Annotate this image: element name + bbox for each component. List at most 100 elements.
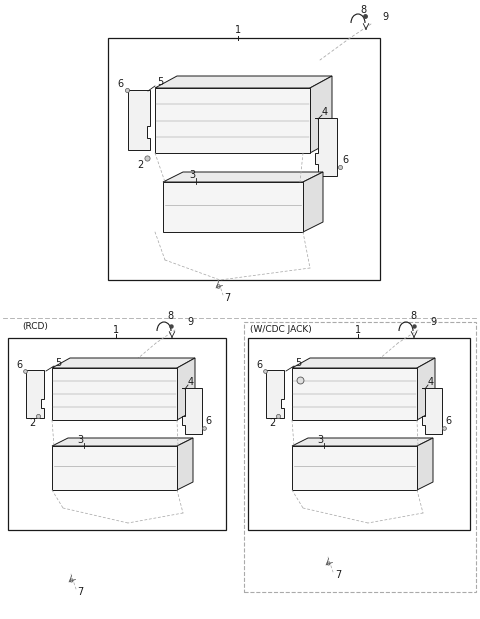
Bar	[148, 370, 153, 373]
Bar	[244, 322, 476, 592]
Polygon shape	[292, 368, 417, 420]
Text: (RCD): (RCD)	[22, 321, 48, 331]
Text: 1: 1	[355, 325, 361, 335]
Text: 3: 3	[77, 435, 83, 445]
Bar	[374, 370, 379, 373]
Text: 4: 4	[188, 377, 194, 387]
Polygon shape	[155, 76, 332, 88]
Bar	[374, 374, 379, 377]
Polygon shape	[182, 388, 202, 434]
Text: 9: 9	[382, 12, 388, 22]
Bar	[134, 374, 139, 377]
Text: 2: 2	[137, 160, 143, 170]
Bar	[381, 378, 386, 381]
Text: 6: 6	[205, 416, 211, 426]
Text: 6: 6	[16, 360, 22, 370]
Polygon shape	[292, 438, 433, 446]
Bar	[110, 371, 115, 376]
Text: (W/CDC JACK): (W/CDC JACK)	[250, 326, 312, 334]
Bar	[134, 370, 139, 373]
Text: 7: 7	[77, 587, 83, 597]
Bar	[134, 378, 139, 381]
Polygon shape	[163, 182, 303, 232]
Polygon shape	[417, 438, 433, 490]
Text: 8: 8	[410, 311, 416, 321]
Bar	[239, 91, 244, 96]
Bar	[247, 94, 252, 97]
Text: 7: 7	[335, 570, 341, 580]
Bar	[350, 371, 355, 376]
Bar	[296, 470, 308, 483]
Bar	[294, 370, 338, 418]
Polygon shape	[128, 90, 150, 150]
Bar	[54, 370, 98, 418]
Polygon shape	[52, 438, 193, 446]
Text: 6: 6	[117, 79, 123, 89]
Text: 2: 2	[29, 418, 35, 428]
Bar	[141, 370, 146, 373]
Text: 1: 1	[235, 25, 241, 35]
Polygon shape	[422, 388, 442, 434]
Bar	[157, 90, 211, 151]
Polygon shape	[292, 358, 435, 368]
Bar	[388, 370, 393, 373]
Text: 4: 4	[322, 107, 328, 117]
Bar	[248, 338, 470, 530]
Bar	[56, 470, 68, 483]
Bar	[215, 91, 220, 96]
Text: 5: 5	[157, 77, 163, 87]
Bar	[381, 370, 386, 373]
Polygon shape	[266, 370, 284, 418]
Polygon shape	[315, 118, 337, 176]
Bar	[247, 90, 252, 93]
Polygon shape	[303, 172, 323, 232]
Bar	[102, 371, 107, 376]
Bar	[254, 98, 259, 101]
Text: 4: 4	[428, 377, 434, 387]
Bar	[141, 374, 146, 377]
Text: 6: 6	[342, 155, 348, 165]
Polygon shape	[52, 368, 177, 420]
Text: 6: 6	[256, 360, 262, 370]
Text: 9: 9	[187, 317, 193, 327]
Bar	[261, 90, 266, 93]
Text: 5: 5	[55, 358, 61, 368]
Bar	[254, 90, 259, 93]
Text: 7: 7	[224, 293, 230, 303]
Text: 1: 1	[113, 325, 119, 335]
Bar	[261, 98, 266, 101]
Polygon shape	[52, 446, 177, 490]
Bar	[342, 371, 347, 376]
Text: 3: 3	[189, 170, 195, 180]
Polygon shape	[163, 172, 323, 182]
Bar	[374, 378, 379, 381]
Text: 9: 9	[430, 317, 436, 327]
Bar	[231, 91, 236, 96]
Bar	[118, 371, 123, 376]
Polygon shape	[292, 446, 417, 490]
Bar	[261, 94, 266, 97]
Bar	[126, 371, 131, 376]
Bar	[388, 378, 393, 381]
Polygon shape	[177, 358, 195, 420]
Bar	[108, 38, 380, 280]
Bar	[381, 374, 386, 377]
Bar	[8, 338, 226, 530]
Text: 3: 3	[317, 435, 323, 445]
Text: 6: 6	[445, 416, 451, 426]
Bar	[247, 98, 252, 101]
Polygon shape	[155, 88, 310, 153]
Bar	[388, 374, 393, 377]
Bar	[148, 378, 153, 381]
Text: 8: 8	[360, 5, 366, 15]
Polygon shape	[177, 438, 193, 490]
Bar	[148, 374, 153, 377]
Polygon shape	[417, 358, 435, 420]
Bar	[141, 378, 146, 381]
Bar	[167, 209, 179, 225]
Text: 8: 8	[167, 311, 173, 321]
Polygon shape	[310, 76, 332, 153]
Bar	[254, 94, 259, 97]
Bar	[366, 371, 371, 376]
Bar	[223, 91, 228, 96]
